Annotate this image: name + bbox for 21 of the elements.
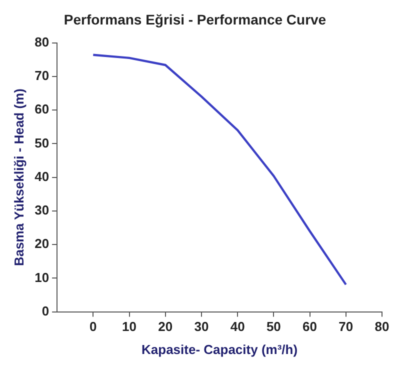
x-tick-label: 0 [90,319,97,334]
y-axis-title: Basma Yüksekliği - Head (m) [11,88,26,266]
y-tick-label: 10 [34,270,50,285]
y-tick-label: 40 [34,168,50,184]
x-tick-label: 80 [374,319,390,334]
y-tick-label: 30 [34,202,50,218]
x-tick-label: 70 [338,319,354,334]
x-tick-label: 30 [194,319,209,334]
x-axis-title: Kapasite- Capacity (m³/h) [142,342,298,357]
y-tick-label: 60 [34,102,50,117]
chart-title: Performans Eğrisi - Performance Curve [64,11,326,28]
y-tick-label: 0 [42,303,50,318]
x-tick-label: 50 [266,319,281,334]
x-tick-label: 20 [158,319,173,334]
y-tick-label: 80 [34,34,50,50]
y-tick-label: 20 [34,236,50,252]
x-tick-label: 60 [302,319,318,334]
y-tick-label: 50 [34,135,50,150]
x-tick-label: 40 [230,319,245,334]
x-tick-label: 10 [122,319,137,334]
y-tick-label: 70 [34,68,50,84]
